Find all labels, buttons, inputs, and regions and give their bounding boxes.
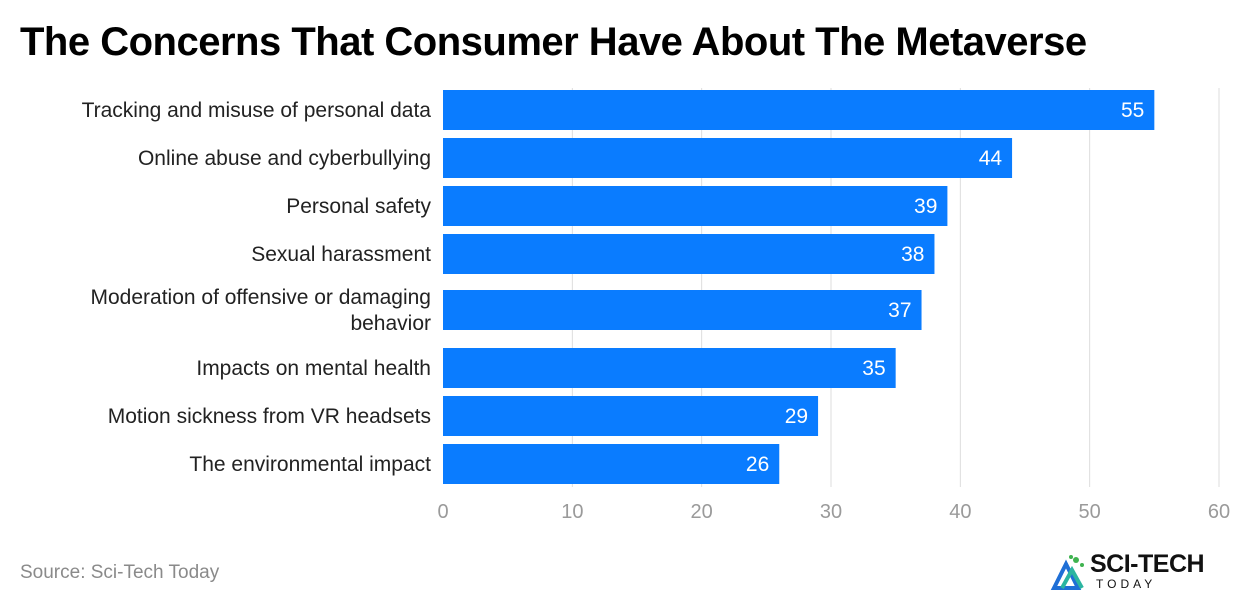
bar-value-label: 39	[914, 195, 937, 218]
x-tick-label: 40	[949, 501, 971, 523]
bar	[443, 396, 819, 436]
bar-value-label: 35	[862, 357, 885, 380]
logo-subtitle: TODAY	[1096, 577, 1157, 591]
category-label: Personal safety	[286, 195, 431, 218]
category-label: Moderation of offensive or damaging	[91, 286, 432, 309]
bar	[443, 234, 935, 274]
source-note: Source: Sci-Tech Today	[20, 562, 220, 583]
x-tick-label: 0	[437, 501, 448, 523]
category-label: Online abuse and cyberbullying	[138, 147, 431, 170]
x-tick-label: 60	[1208, 501, 1230, 523]
category-label: Motion sickness from VR headsets	[108, 405, 431, 428]
x-tick-label: 30	[820, 501, 842, 523]
bar	[443, 90, 1155, 130]
bar	[443, 138, 1013, 178]
category-label: Impacts on mental health	[196, 357, 431, 380]
chart-title: The Concerns That Consumer Have About Th…	[20, 20, 1087, 64]
bar-chart: 0 10 20 30 40 50 60 55 Tracking and misuse of pe…	[82, 88, 1230, 523]
category-label: Sexual harassment	[251, 243, 431, 266]
bar-value-label: 29	[785, 405, 808, 428]
bar	[443, 348, 896, 388]
bar-value-label: 44	[979, 147, 1003, 170]
bar	[443, 444, 780, 484]
bar-value-label: 37	[888, 299, 911, 322]
sci-tech-logo-icon	[1050, 555, 1084, 590]
bar-value-label: 38	[901, 243, 924, 266]
x-tick-label: 20	[691, 501, 713, 523]
bar-value-label: 55	[1121, 99, 1144, 122]
category-label: The environmental impact	[189, 453, 431, 476]
logo-name: SCI-TECH	[1090, 550, 1205, 578]
sci-tech-logo: SCI-TECH TODAY	[1050, 548, 1230, 594]
bar-value-label: 26	[746, 453, 769, 476]
x-tick-label: 10	[561, 501, 583, 523]
category-label: behavior	[350, 312, 431, 335]
bar	[443, 186, 948, 226]
bar	[443, 290, 922, 330]
x-tick-label: 50	[1079, 501, 1101, 523]
category-label: Tracking and misuse of personal data	[82, 99, 432, 122]
